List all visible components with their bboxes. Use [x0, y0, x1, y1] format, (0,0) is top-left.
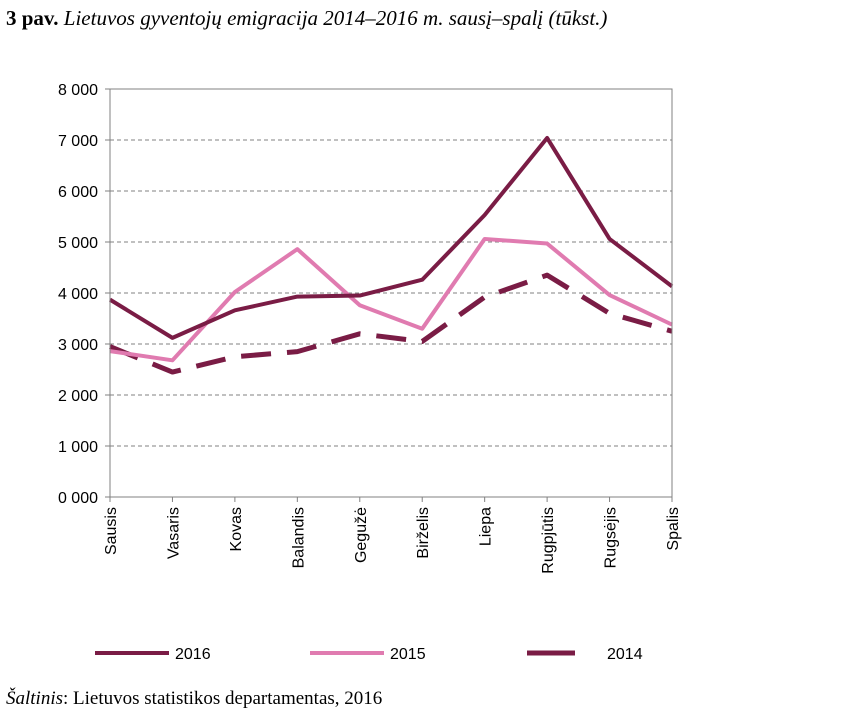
source-text: : Lietuvos statistikos departamentas, 20…	[63, 688, 383, 709]
x-category-label: Vasaris	[165, 507, 182, 559]
figure-label: 3 pav.	[6, 6, 59, 30]
series-line-2016	[108, 135, 674, 340]
x-category-label: Liepa	[478, 507, 495, 546]
plot-area-border	[109, 88, 673, 498]
gridlines	[110, 139, 672, 447]
x-axis-categories: Sausis Vasaris Kovas Balandis Gegužė Birželis…	[103, 497, 682, 574]
legend: 2016 2015 2014	[95, 646, 643, 663]
legend-label-2014: 2014	[607, 646, 643, 663]
source-note: Šaltinis: Lietuvos statistikos departame…	[6, 688, 382, 710]
y-tick-label: 5 000	[58, 235, 98, 252]
x-category-label: Rugpjūtis	[540, 507, 557, 574]
legend-label-2015: 2015	[390, 646, 426, 663]
x-category-label: Spalis	[665, 507, 682, 551]
legend-label-2016: 2016	[175, 646, 211, 663]
y-tick-label: 4 000	[58, 286, 98, 303]
x-category-label: Birželis	[415, 507, 432, 559]
y-tick-label: 2 000	[58, 388, 98, 405]
y-tick-label: 0 000	[58, 490, 98, 507]
y-tick-label: 7 000	[58, 133, 98, 150]
x-category-label: Rugsėjis	[603, 507, 620, 568]
y-axis-ticks: 0 000 1 000 2 000 3 000 4 000 5 000 6 000 7 000…	[58, 82, 110, 507]
x-category-label: Balandis	[290, 507, 307, 568]
x-category-label: Sausis	[103, 507, 120, 555]
y-tick-label: 8 000	[58, 82, 98, 99]
x-category-label: Gegužė	[353, 507, 370, 563]
y-tick-label: 6 000	[58, 184, 98, 201]
figure-title: 3 pav. Lietuvos gyventojų emigracija 201…	[6, 6, 607, 31]
series-line-2014	[109, 272, 673, 375]
series-lines	[108, 135, 674, 375]
source-label: Šaltinis	[6, 688, 64, 709]
figure-title-text: Lietuvos gyventojų emigracija 2014–2016 …	[63, 6, 608, 30]
y-tick-label: 3 000	[58, 337, 98, 354]
x-category-label: Kovas	[228, 507, 245, 551]
plot-frame	[109, 88, 673, 498]
y-tick-label: 1 000	[58, 439, 98, 456]
